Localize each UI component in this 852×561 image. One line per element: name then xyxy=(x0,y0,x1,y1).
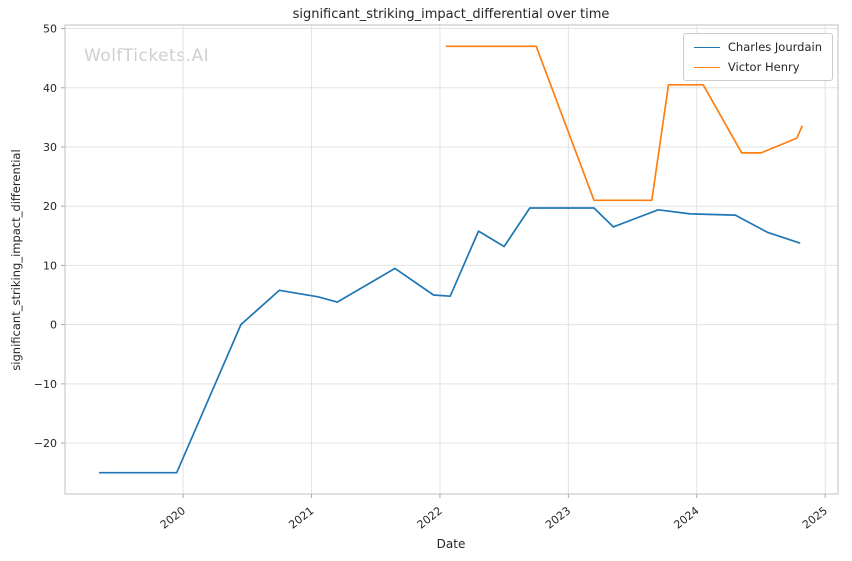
x-tick-label: 2023 xyxy=(543,504,573,531)
legend-line-swatch xyxy=(693,66,720,68)
y-tick-label: 0 xyxy=(50,319,57,332)
chart-title: significant_striking_impact_differential… xyxy=(292,7,610,22)
x-axis-label: Date xyxy=(436,537,466,551)
y-tick-label: 50 xyxy=(43,23,57,36)
y-tick-label: 30 xyxy=(43,141,57,154)
x-tick-label: 2022 xyxy=(415,504,445,531)
legend-label: Charles Jourdain xyxy=(727,40,822,54)
legend: Charles Jourdain Victor Henry xyxy=(682,33,833,81)
y-tick-label: 40 xyxy=(43,82,57,95)
legend-entry: Charles Jourdain xyxy=(693,40,822,54)
x-tick-label: 2020 xyxy=(158,504,188,531)
y-tick-label: 20 xyxy=(43,200,57,213)
legend-line-swatch xyxy=(693,46,720,48)
x-tick-label: 2025 xyxy=(800,504,830,531)
y-axis-label: significant_striking_impact_differential xyxy=(9,149,23,371)
x-tick-label: 2021 xyxy=(286,504,316,531)
series-line-charles-jourdain xyxy=(98,207,801,474)
x-tick-label: 2024 xyxy=(672,504,702,531)
watermark: WolfTickets.AI xyxy=(84,46,210,66)
series-line-victor-henry xyxy=(445,45,803,202)
legend-label: Victor Henry xyxy=(727,60,800,74)
y-tick-label: −10 xyxy=(34,378,57,391)
y-tick-label: −20 xyxy=(34,437,57,450)
legend-entry: Victor Henry xyxy=(693,60,822,74)
y-tick-label: 10 xyxy=(43,259,57,272)
plot-border xyxy=(64,24,839,495)
